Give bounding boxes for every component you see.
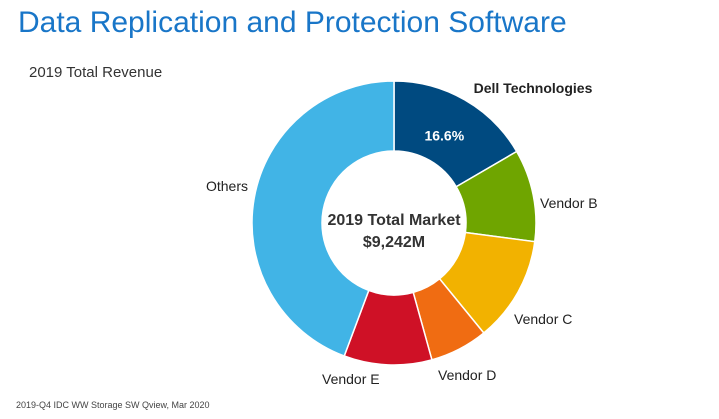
center-label-line2: $9,242M <box>363 234 425 251</box>
source-note: 2019-Q4 IDC WW Storage SW Qview, Mar 202… <box>16 400 210 410</box>
legend-label-vendor-e: Vendor E <box>322 371 380 387</box>
legend-label-dell-technologies: Dell Technologies <box>474 80 593 96</box>
data-label-dell-technologies: 16.6% <box>424 127 464 143</box>
slice-others <box>251 80 395 357</box>
legend-label-others: Others <box>206 178 248 194</box>
chart-title: Data Replication and Protection Software <box>18 6 567 39</box>
chart-subtitle: 2019 Total Revenue <box>29 64 163 81</box>
legend-label-vendor-c: Vendor C <box>514 311 572 327</box>
legend-label-vendor-b: Vendor B <box>540 195 598 211</box>
legend-label-vendor-d: Vendor D <box>438 367 496 383</box>
center-label-line1: 2019 Total Market <box>327 212 461 229</box>
